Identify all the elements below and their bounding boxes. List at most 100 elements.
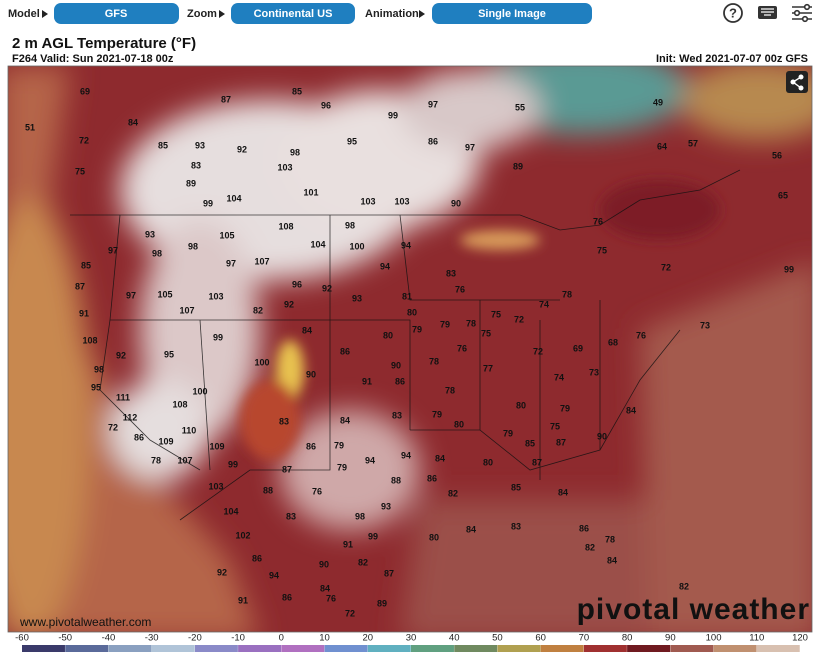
colorbar-tick-label: 0	[279, 633, 284, 644]
temperature-label: 75	[597, 245, 607, 255]
temperature-label: 92	[284, 299, 294, 309]
temperature-label: 91	[79, 308, 89, 318]
temperature-label: 79	[503, 428, 513, 438]
colorbar-segment	[194, 645, 239, 652]
temperature-label: 75	[481, 328, 491, 338]
temperature-label: 80	[407, 307, 417, 317]
temperature-label: 100	[192, 386, 207, 396]
colorbar-tick-label: 10	[319, 633, 330, 644]
colorbar-segment	[670, 645, 714, 652]
temperature-label: 103	[208, 291, 223, 301]
temperature-label: 98	[188, 241, 198, 251]
temperature-label: 97	[428, 99, 438, 109]
temperature-label: 51	[25, 122, 35, 132]
colorbar-segment	[108, 645, 152, 652]
temperature-label: 89	[513, 161, 523, 171]
temperature-label: 97	[465, 142, 475, 152]
temperature-label: 75	[491, 309, 501, 319]
temperature-label: 90	[597, 431, 607, 441]
temperature-label: 86	[395, 376, 405, 386]
temperature-label: 90	[451, 198, 461, 208]
valid-time: F264 Valid: Sun 2021-07-18 00z	[12, 53, 174, 65]
temperature-label: 76	[312, 486, 322, 496]
temperature-label: 78	[466, 318, 476, 328]
temperature-label: 75	[75, 166, 85, 176]
temperature-label: 92	[217, 567, 227, 577]
colorbar-segment	[756, 645, 800, 652]
temperature-label: 79	[334, 440, 344, 450]
temperature-label: 69	[80, 86, 90, 96]
animation-value[interactable]: Single Image	[478, 8, 546, 20]
temperature-label: 101	[303, 187, 318, 197]
temperature-label: 84	[607, 555, 617, 565]
temperature-label: 90	[319, 559, 329, 569]
colorbar-segment	[497, 645, 541, 652]
help-icon[interactable]: ?	[729, 5, 737, 20]
zoom-label: Zoom	[187, 8, 217, 20]
model-button[interactable]	[54, 3, 179, 24]
temperature-label: 99	[203, 198, 213, 208]
temperature-label: 102	[235, 530, 250, 540]
colorbar-segment	[540, 645, 584, 652]
logo: pivotal weather	[577, 593, 810, 626]
temperature-label: 84	[340, 415, 350, 425]
temperature-label: 88	[263, 485, 273, 495]
temperature-label: 97	[126, 290, 136, 300]
temperature-label: 78	[562, 289, 572, 299]
colorbar-tick-label: 90	[665, 633, 676, 644]
temperature-label: 72	[514, 314, 524, 324]
temperature-label: 97	[226, 258, 236, 268]
temperature-label: 87	[532, 457, 542, 467]
temperature-label: 85	[292, 86, 302, 96]
temperature-label: 99	[784, 264, 794, 274]
colorbar-tick-label: 80	[622, 633, 633, 644]
zoom-button[interactable]	[231, 3, 355, 24]
help-button[interactable]	[723, 3, 743, 23]
temperature-label: 86	[428, 136, 438, 146]
model-value[interactable]: GFS	[105, 8, 128, 20]
arrow-icon	[219, 10, 225, 18]
temperature-label: 104	[310, 239, 325, 249]
animation-button[interactable]	[432, 3, 592, 24]
colorbar-tick-label: -30	[145, 633, 159, 644]
temperature-label: 100	[254, 357, 269, 367]
temperature-label: 81	[402, 291, 412, 301]
temperature-label: 57	[688, 138, 698, 148]
temperature-label: 86	[134, 432, 144, 442]
temperature-label: 83	[392, 410, 402, 420]
temperature-label: 88	[391, 475, 401, 485]
temperature-label: 84	[128, 117, 138, 127]
share-button[interactable]	[786, 71, 808, 93]
temperature-label: 78	[429, 356, 439, 366]
temperature-label: 80	[383, 330, 393, 340]
temperature-label: 103	[394, 196, 409, 206]
temperature-label: 74	[554, 372, 564, 382]
temperature-label: 79	[440, 319, 450, 329]
temperature-label: 80	[429, 532, 439, 542]
colorbar-tick-label: 120	[792, 633, 808, 644]
share-icon[interactable]	[790, 74, 804, 91]
temperature-label: 75	[550, 421, 560, 431]
temperature-label: 82	[358, 557, 368, 567]
map-frame	[7, 65, 813, 633]
boundaries	[70, 169, 741, 521]
temperature-label: 105	[219, 230, 234, 240]
temperature-label: 76	[636, 330, 646, 340]
toolbar: Model GFS Zoom Continental US Animation …	[8, 3, 812, 24]
temperature-label: 96	[321, 100, 331, 110]
colorbar-segment	[65, 645, 109, 652]
temperature-label: 77	[483, 363, 493, 373]
temperature-label: 109	[209, 441, 224, 451]
temperature-label: 76	[326, 593, 336, 603]
colorbar-segment	[454, 645, 498, 652]
zoom-value[interactable]: Continental US	[254, 8, 333, 20]
temperature-label: 79	[560, 403, 570, 413]
colorbar-segment	[627, 645, 671, 652]
temperature-label: 93	[381, 501, 391, 511]
colorbar-tick-label: 70	[579, 633, 590, 644]
keyboard-button[interactable]	[758, 6, 777, 19]
settings-button[interactable]	[792, 3, 812, 23]
temperature-label: 72	[108, 422, 118, 432]
temperature-label: 76	[457, 343, 467, 353]
temperature-label: 78	[445, 385, 455, 395]
